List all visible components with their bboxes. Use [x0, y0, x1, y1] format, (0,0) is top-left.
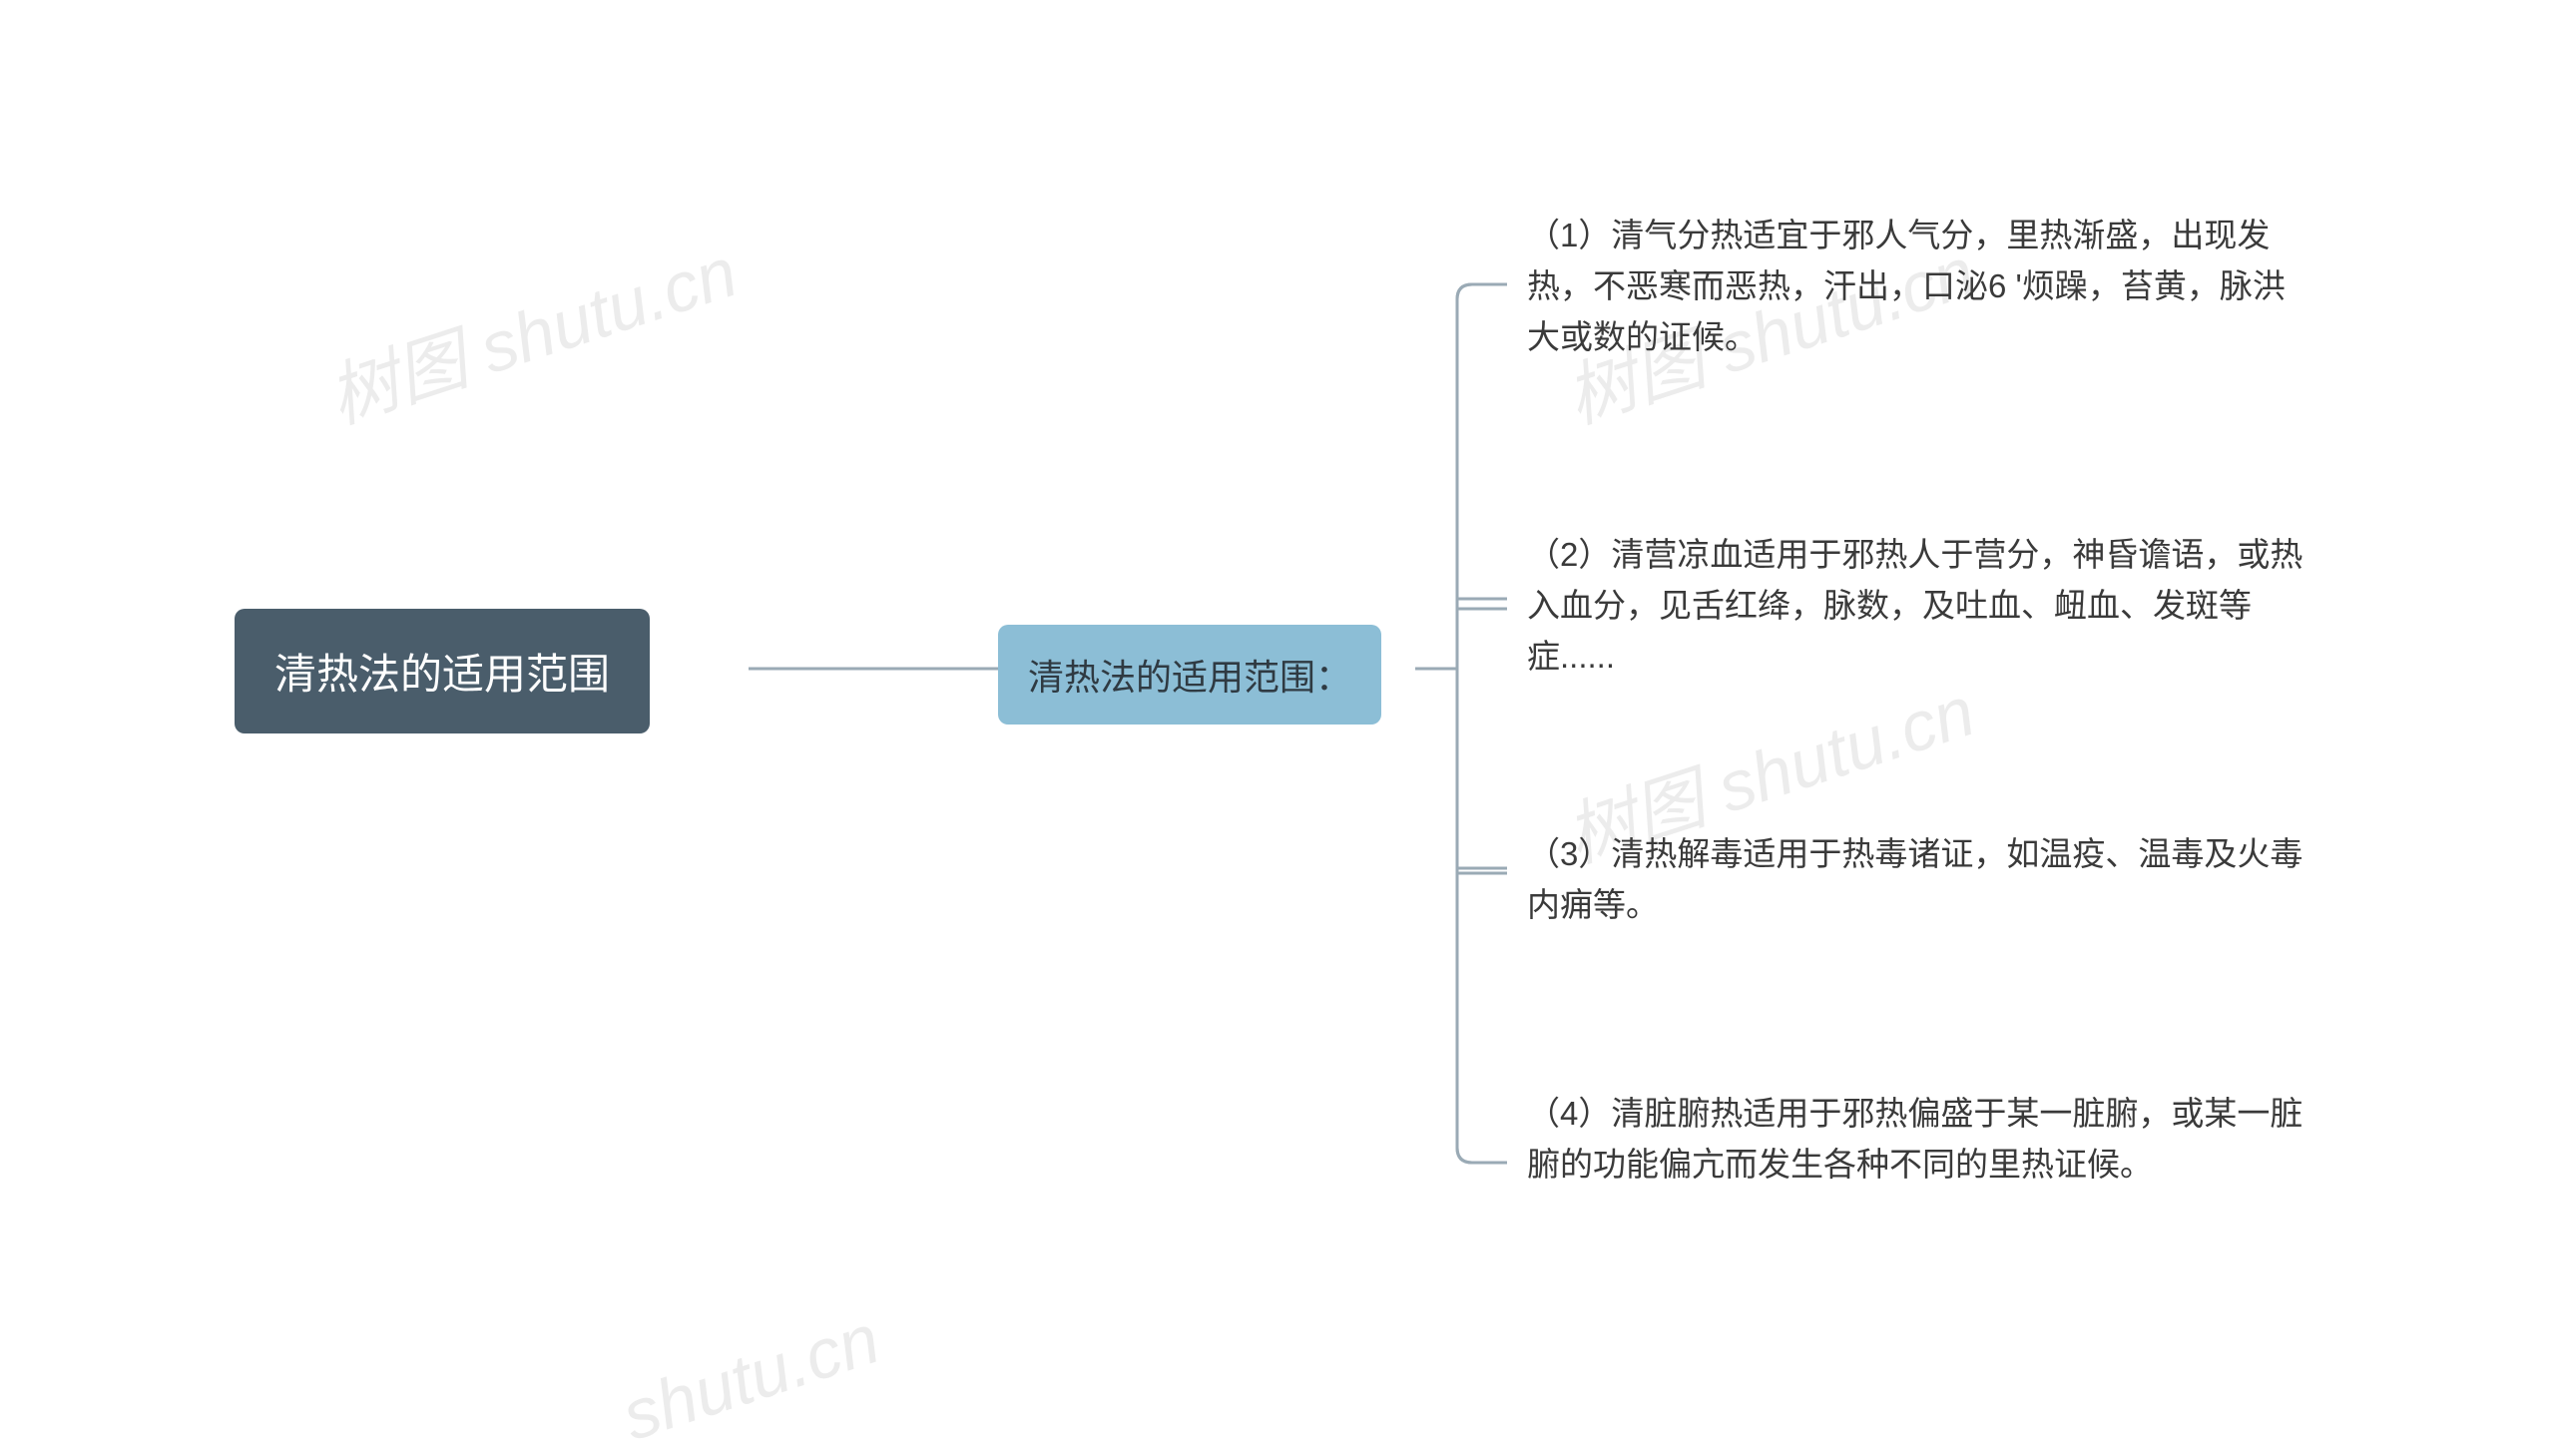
root-node[interactable]: 清热法的适用范围 — [235, 609, 650, 733]
leaf-node-4[interactable]: （4）清脏腑热适用于邪热偏盛于某一脏腑，或某一脏腑的功能偏亢而发生各种不同的里热… — [1527, 1088, 2305, 1190]
mindmap-canvas: 树图 shutu.cn 树图 shutu.cn 树图 shutu.cn shut… — [0, 0, 2555, 1375]
branch-node[interactable]: 清热法的适用范围： — [998, 625, 1381, 725]
leaf-node-3[interactable]: （3）清热解毒适用于热毒诸证，如温疫、温毒及火毒内痈等。 — [1527, 828, 2305, 930]
leaf-node-1[interactable]: （1）清气分热适宜于邪人气分，里热渐盛，出现发热，不恶寒而恶热，汗出，口泌6 '… — [1527, 210, 2305, 362]
leaf-node-2[interactable]: （2）清营凉血适用于邪热人于营分，神昏谵语，或热入血分，见舌红绛，脉数，及吐血、… — [1527, 529, 2305, 682]
